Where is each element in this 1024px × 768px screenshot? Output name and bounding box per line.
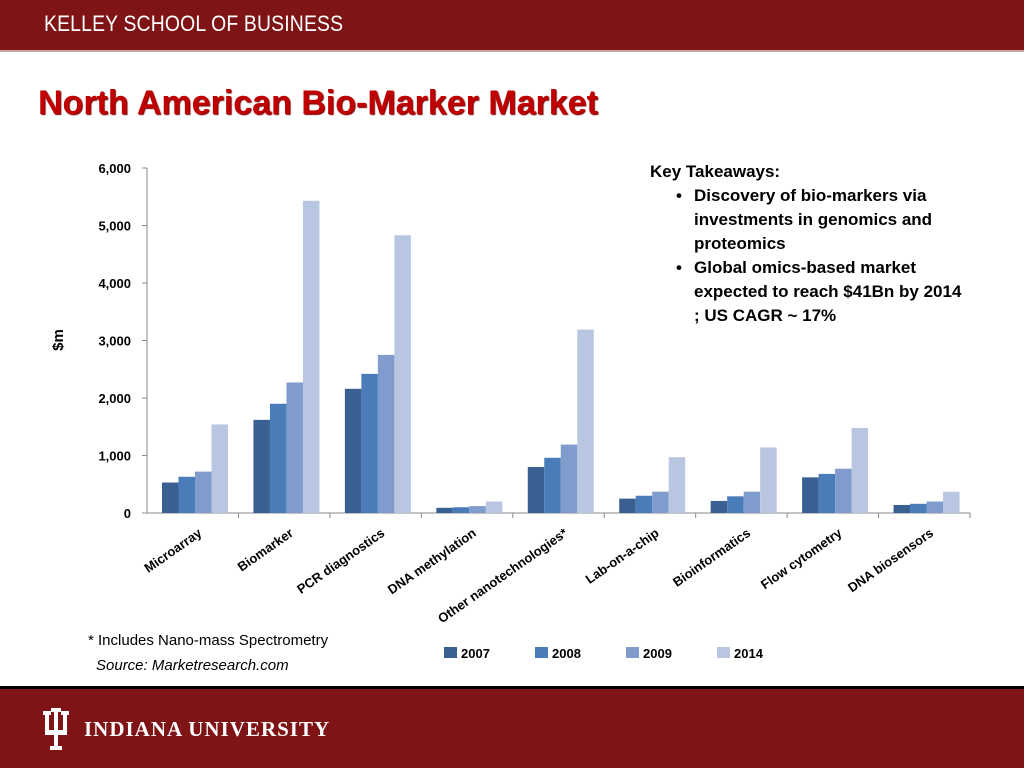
bar-2014-6: [760, 447, 777, 513]
university-name: INDIANA UNIVERSITY: [84, 717, 331, 741]
x-tick-label: Flow cytometry: [758, 525, 845, 592]
y-tick-label: 1,000: [98, 449, 131, 464]
bar-2007-1: [253, 419, 270, 513]
legend-swatch-2009: [626, 647, 639, 658]
y-tick-label: 0: [124, 506, 131, 521]
bar-2014-7: [851, 427, 869, 513]
bar-2008-7: [818, 473, 836, 513]
bar-2008-8: [910, 503, 927, 513]
takeaway-item: Global omics-based market expected to re…: [676, 256, 970, 328]
x-tick-label: DNA methylation: [385, 525, 479, 597]
legend-label-2008: 2008: [552, 646, 581, 661]
x-tick-label: Lab-on-a-chip: [583, 525, 662, 587]
y-tick-label: 2,000: [98, 391, 131, 406]
bar-2009-3: [469, 506, 486, 513]
bar-2007-4: [527, 467, 545, 513]
bar-2007-5: [619, 498, 636, 513]
header-divider: [0, 50, 1024, 52]
bar-2014-0: [211, 424, 228, 513]
bar-2008-5: [635, 495, 653, 513]
header-bar: KELLEY SCHOOL OF BUSINESS: [0, 0, 1024, 50]
bar-2008-2: [361, 373, 378, 513]
bar-2014-2: [394, 235, 411, 513]
footnote: * Includes Nano-mass Spectrometry: [88, 632, 329, 649]
bar-2009-2: [377, 354, 395, 513]
bar-2009-0: [195, 471, 212, 513]
footer-bar: [0, 689, 1024, 768]
legend-swatch-2007: [444, 647, 457, 658]
bar-2009-7: [835, 468, 852, 513]
x-tick-label: Microarray: [141, 525, 205, 576]
bar-2007-2: [344, 388, 362, 513]
bar-2008-4: [544, 457, 561, 513]
bar-2014-1: [302, 200, 320, 513]
x-tick-label: DNA biosensors: [845, 525, 936, 595]
bar-2009-4: [560, 444, 578, 513]
bar-2014-3: [485, 501, 503, 513]
y-tick-label: 3,000: [98, 334, 131, 349]
bar-2009-5: [652, 491, 669, 513]
bar-2009-1: [286, 382, 303, 513]
legend-label-2014: 2014: [734, 646, 764, 661]
bar-chart: 0 1,000 2,000 3,000 4,000 5,000 6,000 $m Microar…: [50, 161, 971, 661]
bar-2007-3: [436, 507, 453, 513]
x-tick-label: Bioinformatics: [670, 525, 753, 589]
footer-divider: [0, 686, 1024, 689]
x-tick-label: Biomarker: [235, 525, 296, 574]
legend-swatch-2008: [535, 647, 548, 658]
bar-2008-1: [269, 403, 287, 513]
takeaway-item: Discovery of bio-markers via investments…: [676, 184, 970, 256]
key-takeaways: Key Takeaways: Discovery of bio-markers …: [650, 160, 970, 328]
y-tick-label: 5,000: [98, 219, 131, 234]
bar-2008-3: [452, 507, 470, 513]
bar-2014-8: [943, 491, 960, 513]
takeaways-list: Discovery of bio-markers via investments…: [650, 184, 970, 328]
y-axis-label: $m: [50, 329, 67, 351]
y-tick-label: 6,000: [98, 161, 131, 176]
bar-2009-8: [926, 501, 944, 513]
source-citation: Source: Marketresearch.com: [96, 657, 289, 674]
bar-2008-6: [727, 496, 744, 513]
bar-2014-4: [577, 329, 594, 513]
legend-label-2009: 2009: [643, 646, 672, 661]
bar-2014-5: [668, 457, 686, 513]
legend-swatch-2014: [717, 647, 730, 658]
slide-title: North American Bio-Marker Market: [38, 84, 598, 122]
bar-2007-8: [893, 504, 911, 513]
bar-2007-7: [802, 477, 819, 513]
takeaways-heading: Key Takeaways:: [650, 162, 781, 181]
legend-label-2007: 2007: [461, 646, 490, 661]
iu-trident-logo: [43, 708, 69, 750]
x-tick-label: PCR diagnostics: [294, 525, 387, 597]
y-tick-label: 4,000: [98, 276, 131, 291]
bar-2007-0: [162, 482, 179, 513]
bar-2008-0: [178, 476, 195, 513]
bar-2009-6: [743, 491, 761, 513]
school-name: KELLEY SCHOOL OF BUSINESS: [44, 11, 344, 36]
bar-2007-6: [710, 500, 728, 513]
